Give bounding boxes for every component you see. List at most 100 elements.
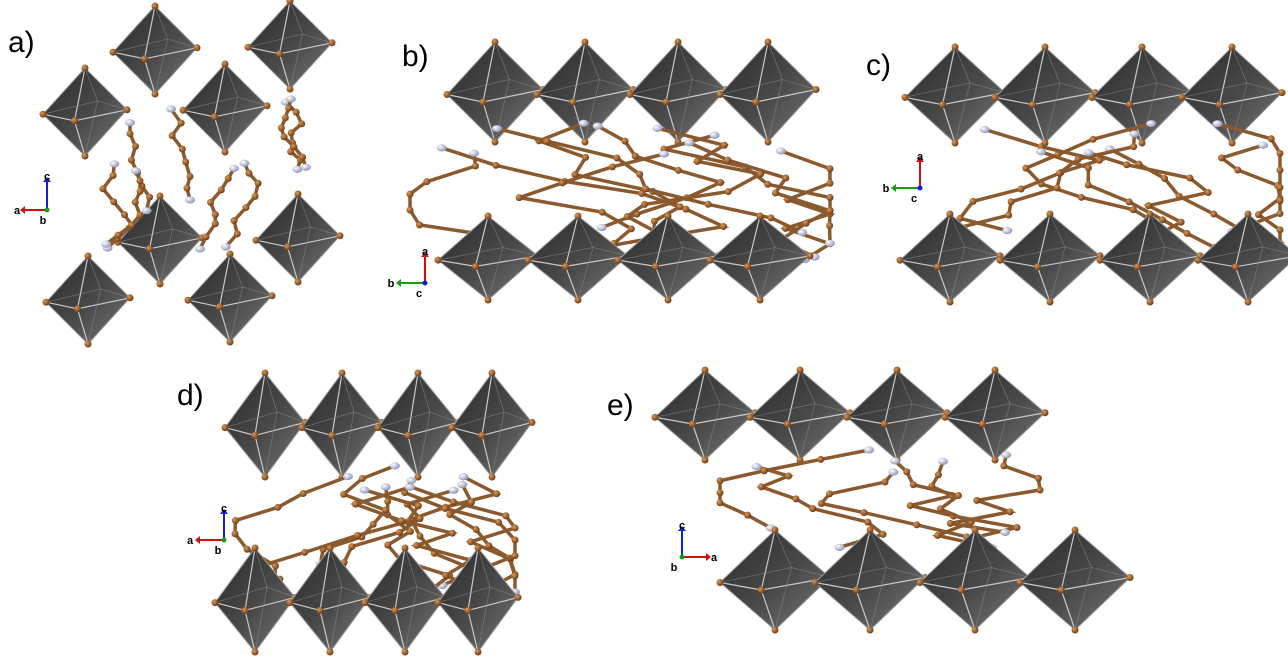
nitrogen-atom [684,139,694,146]
carbon-atom [907,502,914,509]
atom [894,367,901,374]
nitrogen-atom [710,132,720,139]
carbon-atom [935,471,942,478]
carbon-atom [1277,184,1284,191]
carbon-atom [512,524,519,531]
atom [675,39,682,46]
carbon-atom [1277,197,1284,204]
carbon-atom [492,162,499,169]
atom [1134,263,1141,270]
atom [435,599,442,606]
carbon-atom [599,209,606,216]
atom [765,39,772,46]
axis-label: b [215,545,222,557]
nitrogen-atom [797,229,807,236]
nitrogen-atom [890,457,900,464]
atom [252,649,259,656]
nitrogen-atom [406,477,416,484]
axis-label: a [422,246,429,258]
carbon-atom [1277,150,1284,157]
atom [405,432,412,439]
octahedron [362,545,449,656]
atom [1127,574,1134,581]
axis-label: b [40,215,47,227]
atom [329,39,336,46]
atom [772,627,779,634]
atom [327,649,334,656]
atom [157,281,164,288]
nitrogen-atom [458,473,468,480]
carbon-atom [1000,462,1007,469]
atom [262,474,269,481]
carbon-atom [705,201,712,208]
carbon-atom [559,179,566,186]
carbon-atom [423,178,430,185]
atom [853,587,860,594]
carbon-atom [512,536,519,543]
carbon-atom [255,180,262,187]
nitrogen-atom [492,125,502,132]
carbon-atom [413,542,420,549]
carbon-atom [472,163,479,170]
carbon-atom [110,198,117,205]
carbon-atom [910,481,917,488]
octahedron [627,39,730,146]
axis-origin [423,281,428,286]
carbon-atom [301,549,308,556]
carbon-atom [1085,182,1092,189]
octahedron [717,39,820,146]
atom [222,424,229,431]
carbon-atom [450,498,457,505]
atom [295,279,302,286]
carbon-atom [717,499,724,506]
nitrogen-atom [449,487,459,494]
carbon-atom [1007,508,1014,515]
atom [958,587,965,594]
carbon-atom [121,211,128,218]
nitrogen-atom [101,241,111,248]
atom [807,252,814,259]
atom [317,607,324,614]
carbon-atom [642,185,649,192]
carbon-atom [882,479,889,486]
atom [85,341,92,348]
atom [627,91,634,98]
carbon-atom [544,138,551,145]
atom [127,294,134,301]
atom [992,367,999,374]
carbon-atom [792,495,799,502]
axis-label: a [711,552,718,564]
atom [485,213,492,220]
atom [784,421,791,428]
carbon-atom [396,529,403,536]
carbon-atom [442,505,449,512]
atom [942,414,949,421]
atom [327,545,334,552]
nitrogen-atom [1212,120,1222,127]
carbon-atom [757,171,764,178]
carbon-atom [582,154,589,161]
atom [689,421,696,428]
atom [1042,44,1049,51]
nitrogen-atom [825,240,835,247]
carbon-atom [146,194,153,201]
carbon-atom [827,194,834,201]
atom [1179,94,1186,101]
carbon-atom [1035,475,1042,482]
carbon-atom [340,491,347,498]
carbon-atom [1013,524,1020,531]
atom [402,545,409,552]
axis-origin [45,208,50,213]
carbon-atom [864,519,871,526]
axis-label: b [388,278,395,290]
nitrogen-atom [469,150,479,157]
atom [227,339,234,346]
atom [227,251,234,258]
octahedron [652,367,759,464]
carbon-atom [137,177,144,184]
carbon-atom [724,157,731,164]
atom [82,153,89,160]
carbon-atom [274,504,281,511]
nitrogen-atom [457,481,467,488]
nitrogen-atom [776,148,786,155]
